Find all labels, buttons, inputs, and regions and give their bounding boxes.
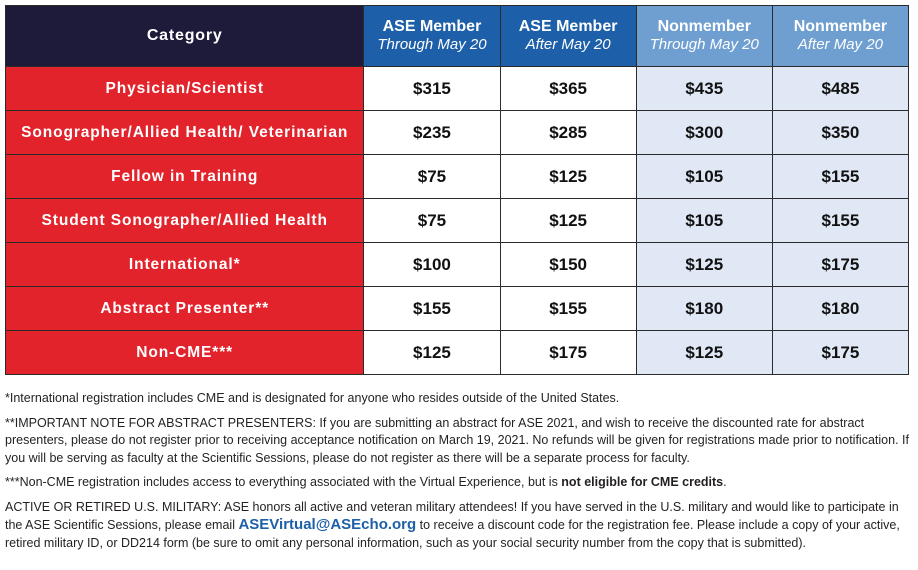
note-non-cme-end: . <box>723 475 727 489</box>
fee-cell: $125 <box>635 242 773 287</box>
header-nonmember-late: Nonmember After May 20 <box>771 5 910 67</box>
footnotes: *International registration includes CME… <box>5 390 909 559</box>
table-row: Non-CME*** $125 $175 $125 $175 <box>4 330 910 375</box>
table-row: Physician/Scientist $315 $365 $435 $485 <box>4 66 910 111</box>
header-member-late-title: ASE Member <box>518 18 618 35</box>
note-non-cme-bold: not eligible for CME credits <box>561 475 724 489</box>
row-label: International* <box>4 242 365 287</box>
note-military-text-end: to receive a discount code for the regis… <box>5 518 900 550</box>
header-nonmember-late-title: Nonmember <box>793 18 888 35</box>
fee-cell: $125 <box>363 330 501 375</box>
header-member-early-sub: Through May 20 <box>377 36 487 53</box>
note-non-cme: ***Non-CME registration includes access … <box>5 474 909 492</box>
fee-cell: $285 <box>499 110 637 155</box>
note-international: *International registration includes CME… <box>5 391 620 405</box>
fee-cell: $125 <box>499 198 637 243</box>
table-row: Abstract Presenter** $155 $155 $180 $180 <box>4 286 910 331</box>
fee-cell: $175 <box>771 242 910 287</box>
fee-cell: $315 <box>363 66 501 111</box>
fee-cell: $180 <box>635 286 773 331</box>
row-label: Physician/Scientist <box>4 66 365 111</box>
registration-fee-table: Category ASE Member Through May 20 ASE M… <box>4 5 910 375</box>
fee-cell: $180 <box>771 286 910 331</box>
table-row: Fellow in Training $75 $125 $105 $155 <box>4 154 910 199</box>
row-label: Student Sonographer/Allied Health <box>4 198 365 243</box>
table-row: Student Sonographer/Allied Health $75 $1… <box>4 198 910 243</box>
fee-cell: $485 <box>771 66 910 111</box>
fee-cell: $350 <box>771 110 910 155</box>
fee-cell: $75 <box>363 154 501 199</box>
row-label: Non-CME*** <box>4 330 365 375</box>
table-row: International* $100 $150 $125 $175 <box>4 242 910 287</box>
header-nonmember-late-sub: After May 20 <box>797 36 883 53</box>
fee-cell: $150 <box>499 242 637 287</box>
header-member-late-sub: After May 20 <box>525 36 611 53</box>
fee-cell: $125 <box>635 330 773 375</box>
fee-cell: $155 <box>363 286 501 331</box>
fee-cell: $155 <box>771 198 910 243</box>
fee-cell: $175 <box>499 330 637 375</box>
fee-cell: $235 <box>363 110 501 155</box>
fee-cell: $155 <box>771 154 910 199</box>
fee-cell: $105 <box>635 154 773 199</box>
note-military-text: ACTIVE OR RETIRED U.S. MILITARY: ASE hon… <box>5 499 899 533</box>
fee-cell: $365 <box>499 66 637 111</box>
row-label: Abstract Presenter** <box>4 286 365 331</box>
table-header-row: Category ASE Member Through May 20 ASE M… <box>4 5 910 67</box>
row-label: Sonographer/Allied Health/ Veterinarian <box>4 110 365 155</box>
header-member-late: ASE Member After May 20 <box>499 5 637 67</box>
fee-cell: $435 <box>635 66 773 111</box>
note-abstract-presenters: **IMPORTANT NOTE FOR ABSTRACT PRESENTERS… <box>5 415 909 465</box>
note-non-cme-text: ***Non-CME registration includes access … <box>5 475 562 489</box>
military-email-link[interactable]: ASEVirtual@ASEcho.org <box>238 516 417 533</box>
row-label: Fellow in Training <box>4 154 365 199</box>
fee-cell: $105 <box>635 198 773 243</box>
note-military: ACTIVE OR RETIRED U.S. MILITARY: ASE hon… <box>5 499 909 553</box>
header-member-early: ASE Member Through May 20 <box>363 5 501 67</box>
fee-cell: $175 <box>771 330 910 375</box>
header-member-early-title: ASE Member <box>382 18 482 35</box>
header-nonmember-early-title: Nonmember <box>657 18 751 35</box>
fee-cell: $125 <box>499 154 637 199</box>
table-row: Sonographer/Allied Health/ Veterinarian … <box>4 110 910 155</box>
fee-cell: $100 <box>363 242 501 287</box>
fee-cell: $75 <box>363 198 501 243</box>
header-category: Category <box>4 5 365 67</box>
fee-cell: $155 <box>499 286 637 331</box>
header-nonmember-early-sub: Through May 20 <box>649 36 759 53</box>
fee-cell: $300 <box>635 110 773 155</box>
registration-fee-section: Category ASE Member Through May 20 ASE M… <box>4 5 910 375</box>
header-nonmember-early: Nonmember Through May 20 <box>635 5 773 67</box>
